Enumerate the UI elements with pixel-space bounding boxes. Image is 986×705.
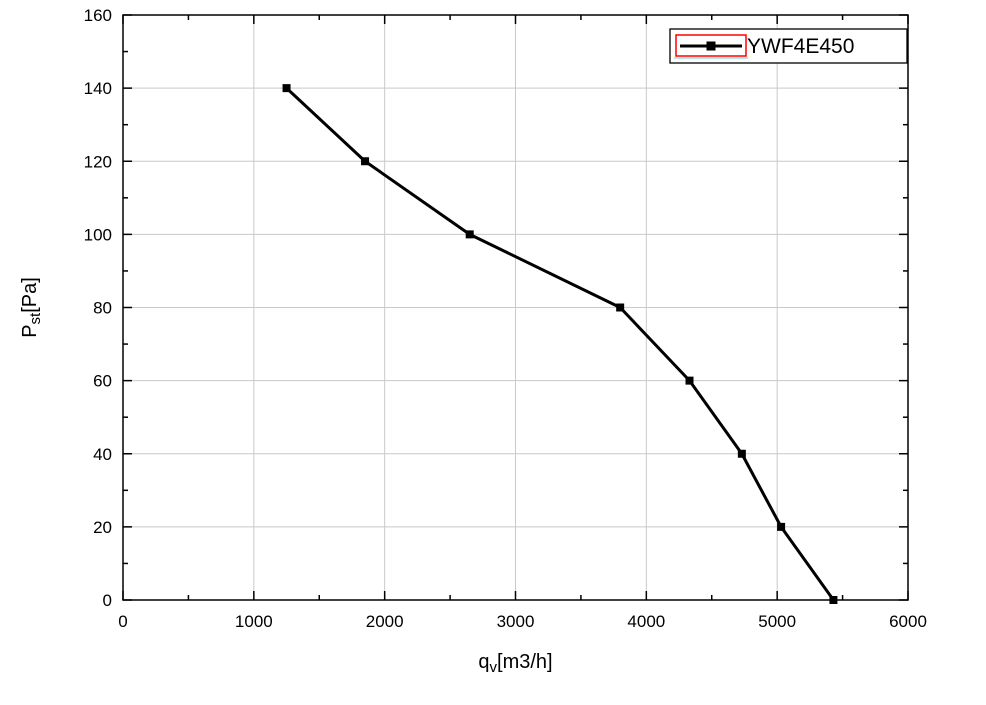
data-point-marker [737,449,746,458]
data-point-marker [465,230,474,239]
y-tick-label: 140 [84,79,112,98]
x-tick-label: 1000 [235,612,273,631]
y-tick-label: 60 [93,372,112,391]
y-tick-label: 120 [84,152,112,171]
x-tick-label: 4000 [627,612,665,631]
x-axis-title: qv[m3/h] [478,651,552,676]
data-point-marker [777,522,786,531]
x-tick-label: 2000 [366,612,404,631]
data-point-marker [616,303,625,312]
y-tick-label: 160 [84,6,112,25]
data-point-marker [282,84,291,93]
data-point-marker [685,376,694,385]
legend-label: YWF4E450 [747,35,854,58]
y-tick-label: 0 [103,591,112,610]
x-tick-label: 5000 [758,612,796,631]
y-tick-label: 80 [93,299,112,318]
y-axis-title: Pst[Pa] [19,277,44,338]
x-tick-label: 0 [118,612,127,631]
x-tick-label: 6000 [889,612,927,631]
series-line [285,87,835,601]
x-tick-label: 3000 [497,612,535,631]
y-tick-label: 20 [93,518,112,537]
legend-sample-marker [706,41,716,51]
legend-swatch-outline [675,34,747,57]
data-point-marker [829,596,838,604]
data-point-marker [361,157,370,166]
y-tick-label: 40 [93,445,112,464]
y-tick-label: 100 [84,225,112,244]
